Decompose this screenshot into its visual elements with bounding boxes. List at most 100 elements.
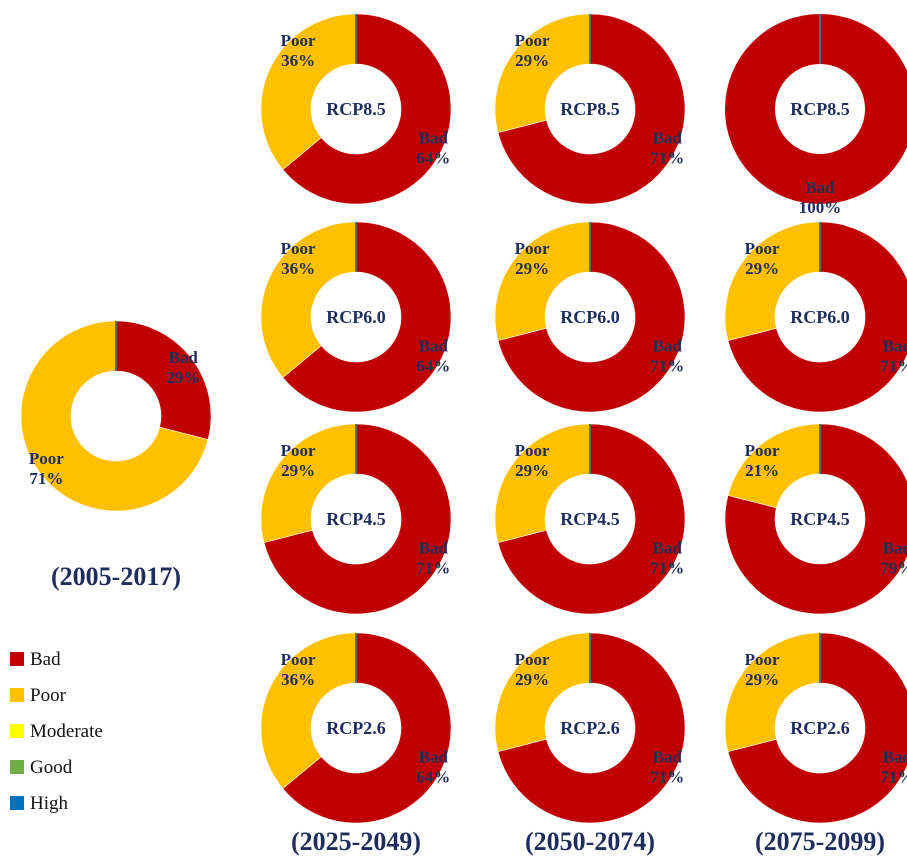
slice-label-poor: Poor 36% <box>281 31 316 70</box>
legend-label: Moderate <box>30 721 103 742</box>
slice-bad <box>263 423 452 615</box>
slice-label-name: Poor <box>281 441 316 460</box>
slice-label-name: Poor <box>515 31 550 50</box>
period-label-2005-2017: (2005-2017) <box>51 562 181 591</box>
slice-label-name: Bad <box>805 178 835 197</box>
slice-label-bad: Bad 100% <box>799 178 842 217</box>
donut-2050-2074-rcp2-6: RCP2.6 Bad 71% Poor 29% <box>494 632 686 824</box>
slice-bad <box>282 221 452 413</box>
slice-label-name: Bad <box>653 747 683 766</box>
slice-label-percent: 71% <box>650 558 684 577</box>
slice-label-percent: 64% <box>416 148 450 167</box>
slice-bad <box>282 632 452 824</box>
period-label-2050-2074: (2050-2074) <box>525 827 655 856</box>
slice-bad <box>727 221 907 413</box>
legend: Bad Poor Moderate Good High <box>10 649 103 814</box>
scenario-label: RCP2.6 <box>326 718 386 738</box>
slice-label-bad: Bad 64% <box>416 128 450 167</box>
slice-label-percent: 29% <box>515 51 549 70</box>
slice-label-name: Poor <box>29 449 64 468</box>
scenario-label: RCP8.5 <box>326 99 386 119</box>
slice-label-name: Bad <box>653 538 683 557</box>
slice-label-percent: 29% <box>166 368 200 387</box>
slice-poor <box>494 13 591 133</box>
slice-label-name: Poor <box>745 441 780 460</box>
slice-label-bad: Bad 29% <box>166 348 200 387</box>
scenario-label: RCP4.5 <box>790 509 850 529</box>
slice-label-poor: Poor 36% <box>281 239 316 278</box>
slice-poor <box>724 632 821 752</box>
slice-label-name: Bad <box>883 538 907 557</box>
slice-poor <box>724 221 821 341</box>
slice-label-percent: 29% <box>745 259 779 278</box>
slice-label-poor: Poor 29% <box>745 650 780 689</box>
slice-label-poor: Poor 29% <box>515 31 550 70</box>
donut-2025-2049-rcp4-5: RCP4.5 Bad 71% Poor 29% <box>260 423 452 615</box>
slice-bad <box>497 632 686 824</box>
slice-label-name: Bad <box>419 336 449 355</box>
slice-bad <box>497 221 686 413</box>
slice-label-name: Bad <box>653 336 683 355</box>
slice-bad <box>724 423 907 615</box>
legend-swatch <box>10 796 24 810</box>
slice-label-percent: 79% <box>880 558 907 577</box>
scenario-label: RCP4.5 <box>560 509 620 529</box>
slice-label-poor: Poor 21% <box>745 441 780 480</box>
slice-label-poor: Poor 29% <box>745 239 780 278</box>
period-label-2025-2049: (2025-2049) <box>291 827 421 856</box>
slice-bad <box>727 632 907 824</box>
slice-bad <box>115 320 212 440</box>
donut-2025-2049-rcp2-6: RCP2.6 Bad 64% Poor 36% <box>260 632 452 824</box>
slice-label-name: Bad <box>883 336 907 355</box>
slice-label-poor: Poor 71% <box>29 449 64 488</box>
slice-label-name: Poor <box>745 239 780 258</box>
slice-label-name: Poor <box>281 239 316 258</box>
slice-label-percent: 100% <box>799 198 842 217</box>
slice-label-poor: Poor 36% <box>281 650 316 689</box>
slice-label-percent: 29% <box>515 461 549 480</box>
donut-2050-2074-rcp4-5: RCP4.5 Bad 71% Poor 29% <box>494 423 686 615</box>
donut-2025-2049-rcp8-5: RCP8.5 Bad 64% Poor 36% <box>260 13 452 205</box>
legend-swatch <box>10 724 24 738</box>
slice-label-bad: Bad 64% <box>416 336 450 375</box>
legend-swatch <box>10 760 24 774</box>
legend-item-poor: Poor <box>10 685 67 706</box>
legend-label: Poor <box>30 685 67 706</box>
slice-poor <box>260 423 357 543</box>
slice-label-name: Bad <box>419 128 449 147</box>
slice-poor <box>260 221 357 378</box>
legend-swatch <box>10 688 24 702</box>
slice-label-name: Poor <box>281 650 316 669</box>
donut-2005-2017: Bad 29% Poor 71% <box>20 320 212 512</box>
legend-item-bad: Bad <box>10 649 61 670</box>
scenario-label: RCP8.5 <box>790 99 850 119</box>
slice-label-percent: 36% <box>281 51 315 70</box>
slice-label-bad: Bad 64% <box>416 747 450 786</box>
slice-poor <box>20 320 209 512</box>
legend-label: High <box>30 793 69 814</box>
slice-label-bad: Bad79% <box>880 538 907 577</box>
slice-label-name: Bad <box>883 747 907 766</box>
scenario-label: RCP8.5 <box>560 99 620 119</box>
legend-swatch <box>10 652 24 666</box>
slice-label-percent: 29% <box>281 461 315 480</box>
donut-2025-2049-rcp6-0: RCP6.0 Bad 64% Poor 36% <box>260 221 452 413</box>
slice-bad <box>497 13 686 205</box>
slice-bad <box>282 13 452 205</box>
slice-label-percent: 21% <box>745 461 779 480</box>
scenario-label: RCP6.0 <box>790 307 850 327</box>
legend-item-high: High <box>10 793 69 814</box>
scenario-label: RCP6.0 <box>560 307 620 327</box>
slice-label-name: Bad <box>653 128 683 147</box>
scenario-label: RCP2.6 <box>560 718 620 738</box>
slice-label-percent: 71% <box>650 356 684 375</box>
slice-label-percent: 64% <box>416 356 450 375</box>
